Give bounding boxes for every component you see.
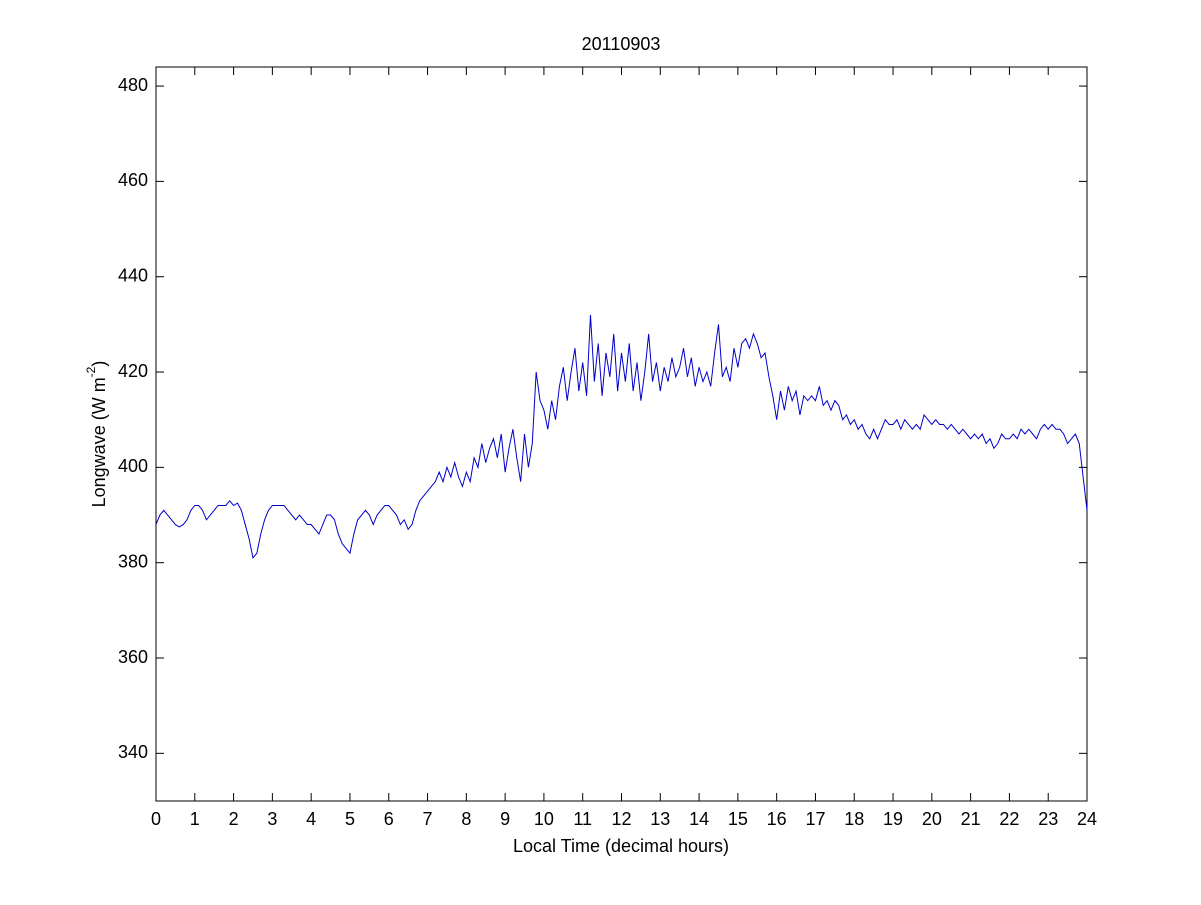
x-tick-label: 3	[267, 809, 277, 829]
chart-title: 20110903	[582, 34, 661, 54]
x-tick-label: 6	[384, 809, 394, 829]
x-tick-label: 22	[999, 809, 1019, 829]
x-tick-label: 20	[922, 809, 942, 829]
x-tick-label: 1	[190, 809, 200, 829]
x-tick-label: 18	[844, 809, 864, 829]
y-axis-label: Longwave (W m-2)	[84, 361, 109, 508]
x-tick-label: 13	[650, 809, 670, 829]
y-axis-label-superscript: -2	[84, 366, 98, 377]
y-axis-label-suffix: )	[89, 361, 109, 367]
data-line	[155, 314, 1088, 560]
y-tick-label: 340	[118, 742, 148, 762]
x-tick-label: 0	[151, 809, 161, 829]
x-tick-label: 23	[1038, 809, 1058, 829]
y-tick-label: 440	[118, 265, 148, 285]
y-tick-label: 420	[118, 361, 148, 381]
y-tick-label: 460	[118, 170, 148, 190]
x-tick-label: 16	[767, 809, 787, 829]
x-tick-label: 4	[306, 809, 316, 829]
x-tick-label: 19	[883, 809, 903, 829]
y-tick-label: 380	[118, 551, 148, 571]
y-tick-label: 480	[118, 75, 148, 95]
x-tick-label: 5	[345, 809, 355, 829]
plot-area	[155, 66, 1088, 802]
x-tick-label: 12	[611, 809, 631, 829]
x-tick-label: 21	[961, 809, 981, 829]
x-tick-label: 10	[534, 809, 554, 829]
x-tick-label: 24	[1077, 809, 1097, 829]
x-tick-label: 15	[728, 809, 748, 829]
y-axis-label-text: Longwave (W m	[89, 377, 109, 507]
y-tick-label: 400	[118, 456, 148, 476]
y-tick-label: 360	[118, 647, 148, 667]
x-axis-label: Local Time (decimal hours)	[513, 836, 729, 856]
x-tick-label: 8	[461, 809, 471, 829]
x-tick-label: 14	[689, 809, 709, 829]
x-tick-label: 7	[423, 809, 433, 829]
x-tick-label: 9	[500, 809, 510, 829]
x-tick-label: 11	[573, 809, 592, 829]
x-tick-label: 17	[805, 809, 825, 829]
x-tick-label: 2	[229, 809, 239, 829]
